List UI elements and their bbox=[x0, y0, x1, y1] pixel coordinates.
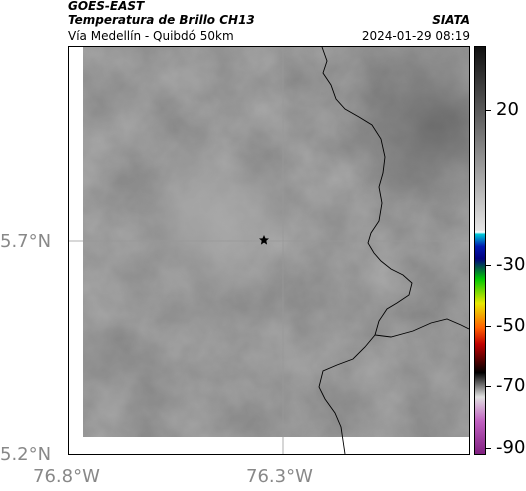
colorbar-gradient bbox=[475, 47, 485, 454]
product-title: Temperatura de Brillo CH13 bbox=[68, 13, 255, 27]
x-axis-label-76-8: 76.8°W bbox=[33, 466, 100, 487]
colorbar-tick bbox=[486, 110, 491, 111]
colorbar-tick bbox=[486, 386, 491, 387]
x-axis-label-76-3: 76.3°W bbox=[246, 466, 313, 487]
satellite-title: GOES-EAST bbox=[68, 0, 145, 13]
colorbar-tick bbox=[486, 326, 491, 327]
satellite-map[interactable] bbox=[68, 46, 470, 455]
colorbar-label-20: 20 bbox=[496, 99, 519, 120]
datetime-label: 2024-01-29 08:19 bbox=[361, 29, 470, 43]
y-axis-label-5-7: 5.7°N bbox=[0, 231, 52, 252]
y-axis-label-5-2: 5.2°N bbox=[0, 444, 52, 465]
colorbar-label-minus30: -30 bbox=[496, 254, 526, 275]
border-line-south bbox=[318, 334, 376, 454]
colorbar-label-minus50: -50 bbox=[496, 315, 526, 336]
colorbar-label-minus90: -90 bbox=[496, 437, 526, 458]
colorbar-label-minus70: -70 bbox=[496, 375, 526, 396]
colorbar-tick bbox=[486, 265, 491, 266]
border-line-east bbox=[321, 47, 469, 338]
org-label: SIATA bbox=[432, 13, 470, 27]
star-icon bbox=[259, 235, 269, 245]
dark-cloud-area bbox=[83, 47, 469, 437]
map-canvas bbox=[69, 47, 469, 454]
colorbar bbox=[474, 46, 486, 455]
region-subtitle: Vía Medellín - Quibdó 50km bbox=[68, 29, 234, 43]
colorbar-tick bbox=[486, 448, 491, 449]
